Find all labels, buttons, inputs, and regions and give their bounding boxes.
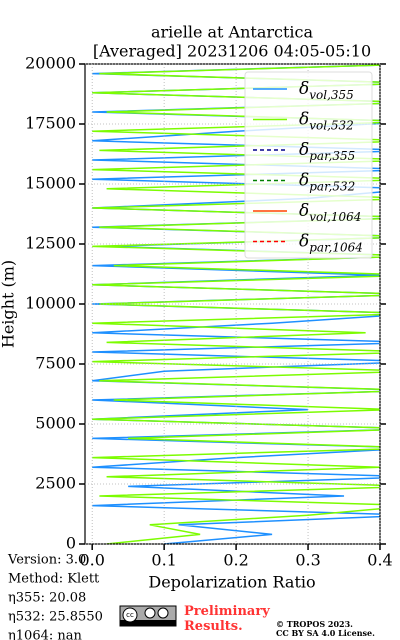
legend-label: δpar,355 <box>299 140 355 163</box>
x-tick-label: 0.0 <box>79 551 104 570</box>
y-tick-label: 2500 <box>35 474 76 493</box>
y-tick-label: 17500 <box>25 114 76 133</box>
note: η1064: nan <box>8 629 83 640</box>
y-tick-label: 15000 <box>25 174 76 193</box>
x-tick-label: 0.2 <box>223 551 248 570</box>
y-tick-label: 0 <box>66 534 76 553</box>
y-axis-label: Height (m) <box>0 260 18 348</box>
chart-title: arielle at Antarctica <box>151 23 314 42</box>
legend-label: δvol,1064 <box>299 201 361 224</box>
legend-label: δpar,532 <box>299 170 355 193</box>
cc-logo: cc <box>119 605 177 627</box>
note: η355: 20.08 <box>8 591 86 606</box>
note: Version: 3.0 <box>7 553 86 568</box>
legend-label: δpar,1064 <box>299 231 363 254</box>
copyright: CC BY SA 4.0 License. <box>276 628 375 638</box>
copyright: © TROPOS 2023. <box>276 619 353 629</box>
legend-label: δvol,355 <box>299 79 354 102</box>
x-tick-label: 0.4 <box>367 551 392 570</box>
y-tick-label: 20000 <box>25 54 76 73</box>
y-tick-label: 12500 <box>25 234 76 253</box>
note: Method: Klett <box>8 572 100 587</box>
x-tick-label: 0.1 <box>151 551 176 570</box>
y-tick-label: 5000 <box>35 414 76 433</box>
legend-label: δvol,532 <box>299 109 354 132</box>
chart-subtitle: [Averaged] 20231206 04:05-05:10 <box>93 42 371 61</box>
y-tick-label: 7500 <box>35 354 76 373</box>
note: η532: 25.8550 <box>8 610 103 625</box>
stamp: Preliminary Results. <box>184 604 270 634</box>
x-axis-label: Depolarization Ratio <box>148 573 315 592</box>
svg-text:cc: cc <box>126 611 134 619</box>
y-tick-label: 10000 <box>25 294 76 313</box>
x-tick-label: 0.3 <box>295 551 320 570</box>
